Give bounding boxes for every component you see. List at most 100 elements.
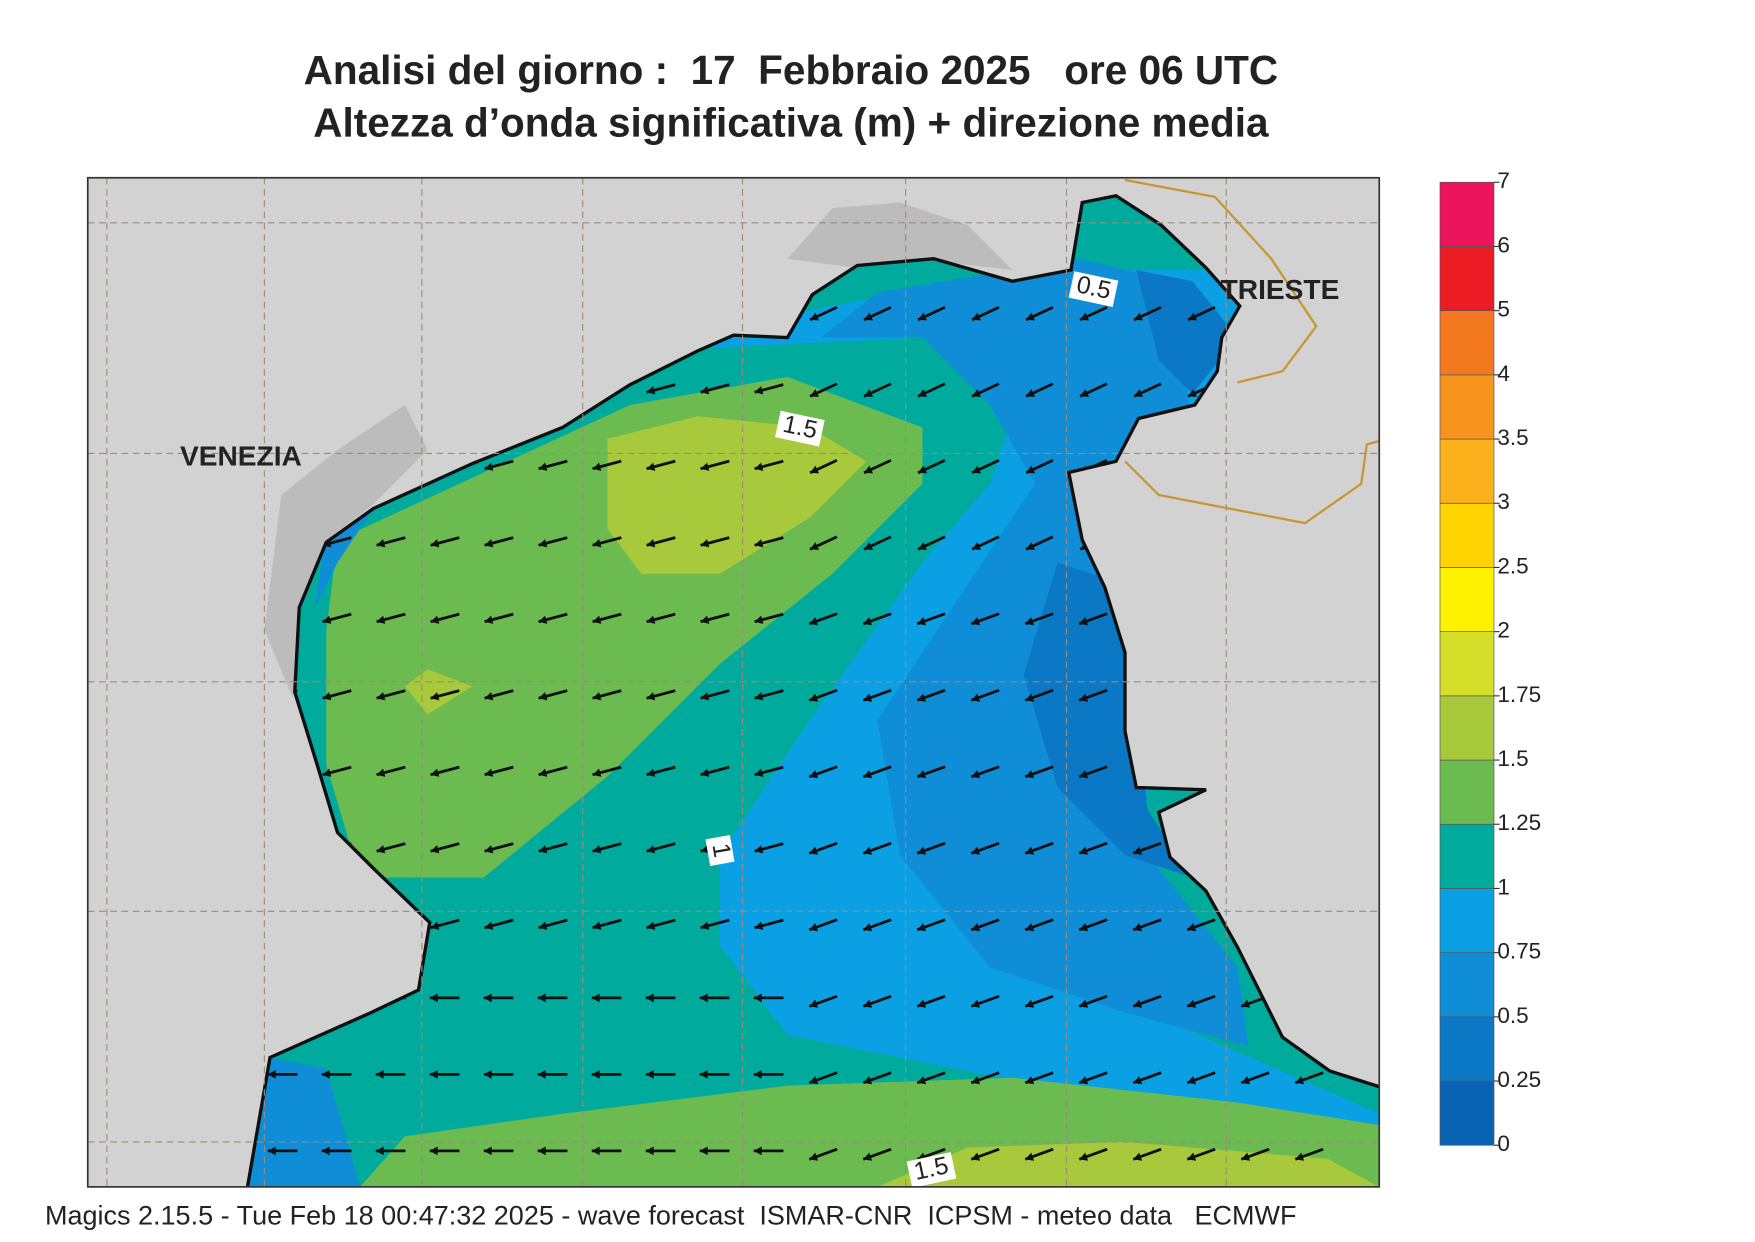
colorbar-tick-label: 2.5 <box>1497 553 1528 578</box>
arrow-head <box>1026 389 1036 397</box>
colorbar-tick-label: 1.5 <box>1497 746 1528 771</box>
arrow-head <box>484 615 494 624</box>
arrow-head <box>971 923 981 932</box>
arrow-head <box>430 615 440 624</box>
arrow-head <box>809 846 819 855</box>
colorbar-swatch <box>1439 246 1495 311</box>
arrow-head <box>430 692 440 701</box>
arrow-head <box>1187 1076 1197 1085</box>
arrow-head <box>592 845 602 854</box>
arrow-head <box>592 539 602 548</box>
arrow-head <box>1134 389 1144 397</box>
lagoon <box>264 202 1013 698</box>
arrow-head <box>864 542 874 550</box>
arrow-head <box>809 617 819 626</box>
arrow-head <box>321 1146 330 1156</box>
arrow-head <box>1026 542 1036 550</box>
arrow-head <box>1025 617 1035 626</box>
graticule <box>87 177 1380 1187</box>
arrow-head <box>538 845 548 854</box>
arrow-head <box>376 768 386 777</box>
arrow-head <box>1133 846 1143 855</box>
arrow-head <box>1188 312 1198 321</box>
arrow-head <box>700 615 710 624</box>
arrow-head <box>1025 693 1035 702</box>
arrow-head <box>538 921 548 930</box>
arrow-head <box>1079 693 1089 702</box>
arrow-head <box>810 542 820 550</box>
colorbar-swatch <box>1439 438 1495 504</box>
footer: Magics 2.15.5 - Tue Feb 18 00:47:32 2025… <box>45 1200 1297 1230</box>
arrow-head <box>971 1076 981 1085</box>
arrow-head <box>971 617 981 626</box>
arrow-head <box>646 845 656 854</box>
arrow-head <box>1025 846 1035 855</box>
arrow-head <box>917 770 927 779</box>
contour-label-text: 1 <box>706 841 735 859</box>
arrow-head <box>1079 1152 1089 1161</box>
colorbar-tick-label: 3 <box>1497 489 1510 514</box>
arrow-head <box>1079 923 1089 932</box>
arrow-head <box>322 768 332 777</box>
arrow-head <box>863 999 873 1008</box>
arrow-head <box>971 999 981 1008</box>
colorbar-swatch <box>1439 374 1495 440</box>
arrow-head <box>1025 999 1035 1008</box>
arrow-head <box>591 993 600 1003</box>
colorbar-tick-label: 0 <box>1497 1131 1510 1156</box>
arrow-head <box>972 542 982 550</box>
colorbar-tick-label: 0.25 <box>1497 1067 1541 1092</box>
arrow-head <box>918 312 928 321</box>
arrow-head <box>591 1070 600 1079</box>
arrow-head <box>1080 312 1090 321</box>
arrow-head <box>1025 1076 1035 1085</box>
arrow-head <box>1133 1152 1143 1161</box>
arrow-head <box>483 993 492 1003</box>
arrow-head <box>864 389 874 397</box>
arrow-head <box>1080 389 1090 397</box>
arrow-head <box>429 1070 438 1079</box>
arrow-head <box>376 845 386 854</box>
arrow-head <box>754 539 764 548</box>
contour-label: 1.5 <box>906 1152 957 1187</box>
arrow-head <box>484 462 494 471</box>
colorbar-swatch <box>1439 567 1495 632</box>
arrow-head <box>592 615 602 624</box>
colorbar-swatch <box>1439 695 1495 761</box>
arrow-head <box>972 389 982 397</box>
arrow-head <box>971 846 981 855</box>
arrow-head <box>754 845 764 854</box>
arrow-head <box>863 617 873 626</box>
arrow-head <box>646 692 656 701</box>
title: Analisi del giorno : 17 Febbraio 2025 or… <box>304 47 1279 93</box>
arrow-head <box>1134 312 1144 321</box>
arrow-head <box>322 692 332 701</box>
arrow-head <box>864 465 874 474</box>
arrow-head <box>1187 999 1197 1008</box>
arrow-head <box>918 389 928 397</box>
arrow-head <box>1188 389 1198 397</box>
arrow-head <box>538 692 548 701</box>
arrow-head <box>592 462 602 471</box>
colorbar-tick-label: 1.75 <box>1497 682 1541 707</box>
arrow-head <box>971 693 981 702</box>
border <box>1124 178 1380 525</box>
arrow-head <box>646 462 656 471</box>
arrow-head <box>809 999 819 1008</box>
arrow-head <box>1187 1152 1197 1161</box>
arrow-head <box>376 692 386 701</box>
arrow-head <box>267 1070 276 1079</box>
arrow-head <box>809 923 819 932</box>
arrow-head <box>430 768 440 777</box>
arrow-head <box>429 1146 438 1156</box>
arrow-head <box>863 693 873 702</box>
arrow-head <box>537 993 546 1003</box>
arrow-head <box>538 615 548 624</box>
arrow-head <box>1295 1152 1305 1161</box>
colorbar-tick-label: 0.5 <box>1497 1003 1528 1028</box>
arrow-head <box>430 921 440 930</box>
arrow-head <box>917 999 927 1008</box>
place-label: VENEZIA <box>180 440 302 471</box>
arrow-head <box>1079 999 1089 1008</box>
